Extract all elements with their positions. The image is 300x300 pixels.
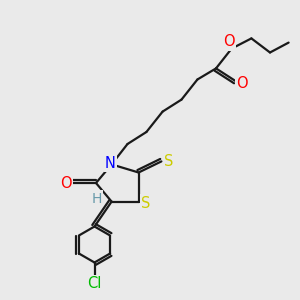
Text: S: S (164, 154, 174, 169)
Text: O: O (236, 76, 248, 91)
Text: O: O (60, 176, 72, 190)
Text: S: S (141, 196, 151, 211)
Text: N: N (105, 156, 116, 171)
Text: O: O (224, 34, 235, 50)
Text: Cl: Cl (87, 276, 102, 291)
Text: H: H (92, 192, 102, 206)
